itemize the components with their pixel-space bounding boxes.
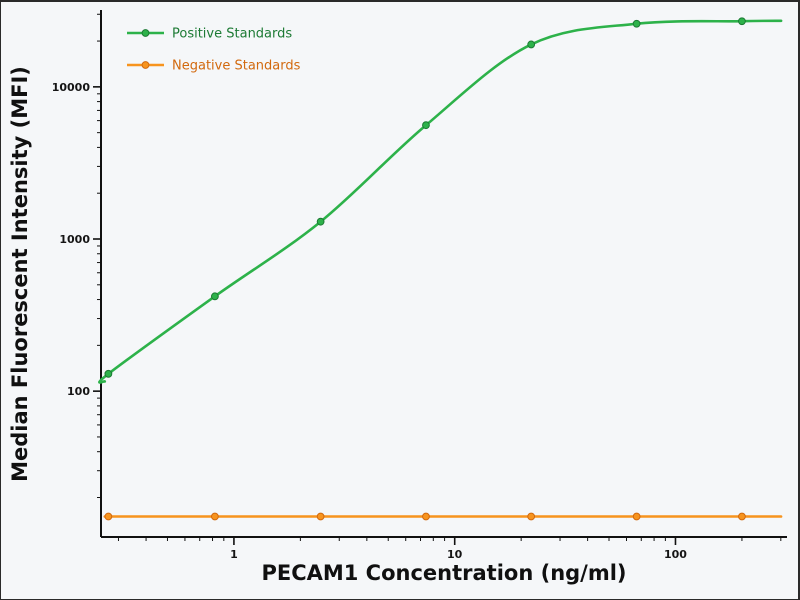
x-tick-label: 10 [447, 548, 463, 561]
negative-standards-marker [316, 512, 325, 521]
y-tick-label: 100 [67, 385, 90, 398]
positive-standards-marker [422, 121, 430, 130]
negative-standards-marker [632, 512, 641, 521]
y-axis-title: Median Fluorescent Intensity (MFI) [8, 66, 32, 482]
negative-standards-marker [422, 512, 430, 521]
positive-standards-marker [210, 292, 219, 301]
y-tick-label: 10000 [52, 81, 91, 94]
positive-standards-marker [316, 217, 325, 226]
legend-item-positive-standards: Positive Standards [127, 27, 292, 42]
x-axis-title: PECAM1 Concentration (ng/ml) [261, 561, 626, 585]
positive-standards-marker [738, 17, 746, 26]
negative-standards-marker [210, 512, 219, 521]
negative-standards-marker [104, 512, 113, 521]
positive-standards-marker [527, 40, 536, 49]
legend-item-negative-standards: Negative Standards [127, 59, 301, 74]
positive-standards-marker [632, 19, 641, 28]
x-tick-label: 100 [664, 548, 687, 561]
x-tick-label: 1 [230, 548, 238, 561]
legend-label: Positive Standards [172, 27, 292, 42]
negative-standards-marker [527, 512, 536, 521]
positive-standards-marker [104, 369, 113, 378]
legend-marker-icon [141, 61, 150, 69]
plot-area: 100 1000 10000 1 10 100 [52, 10, 787, 561]
negative-standards-marker [738, 512, 746, 521]
chart-legend: Positive Standards Negative Standards [127, 27, 301, 74]
legend-label: Negative Standards [172, 59, 301, 74]
y-tick-label: 1000 [59, 233, 90, 246]
positive-standards-line [98, 19, 783, 384]
legend-marker-icon [141, 29, 150, 37]
